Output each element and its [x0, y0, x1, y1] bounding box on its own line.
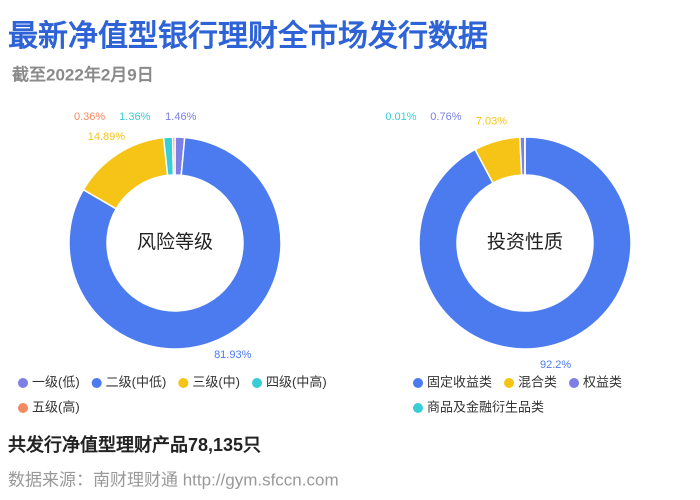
legend-label: 固定收益类	[427, 374, 492, 389]
legend-label: 一级(低)	[32, 374, 80, 389]
legend-label: 三级(中)	[192, 374, 240, 389]
legend-label: 四级(中高)	[266, 374, 327, 389]
legend-label: 商品及金融衍生品类	[427, 399, 544, 414]
legend-marker	[569, 378, 580, 388]
donut-slice	[68, 136, 282, 350]
total-note: 共发行净值型理财产品78,135只	[8, 434, 261, 455]
value-label: 0.01%	[385, 111, 416, 123]
center-label: 投资性质	[487, 231, 563, 253]
legend-marker	[91, 378, 102, 388]
legend-marker	[18, 403, 28, 413]
value-label: 0.76%	[430, 111, 461, 123]
value-label: 14.89%	[88, 131, 126, 143]
legend-label: 混合类	[518, 374, 557, 389]
legend-marker	[413, 378, 423, 388]
legend-label: 权益类	[583, 374, 622, 389]
value-label: 1.36%	[119, 111, 150, 123]
legend-marker	[178, 378, 189, 388]
legend-marker	[252, 378, 263, 388]
subtitle: 截至2022年2月9日	[12, 64, 154, 84]
legend-marker	[504, 378, 515, 388]
center-label: 风险等级	[137, 231, 213, 253]
value-label: 81.93%	[214, 349, 252, 361]
legend-marker	[18, 378, 28, 388]
value-label: 7.03%	[476, 115, 507, 127]
page-title: 最新净值型银行理财全市场发行数据	[8, 19, 488, 53]
legend-label: 二级(中低)	[106, 374, 167, 389]
legend-marker	[413, 403, 423, 413]
source-note: 数据来源：南财理财通 http://gym.sfccn.com	[8, 470, 339, 489]
legend-label: 五级(高)	[32, 399, 80, 414]
donut-slice	[171, 136, 176, 176]
value-label: 1.46%	[165, 111, 196, 123]
value-label: 0.36%	[74, 111, 105, 123]
value-label: 92.2%	[540, 359, 571, 371]
donut-slice	[418, 136, 632, 350]
